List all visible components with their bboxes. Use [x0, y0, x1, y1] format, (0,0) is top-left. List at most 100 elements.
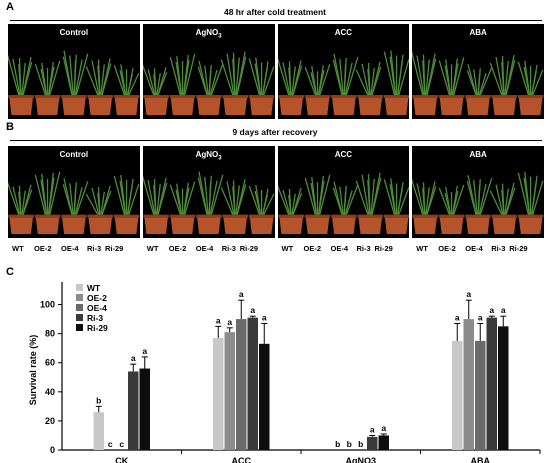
genotype-label: OE-2 — [438, 244, 456, 253]
y-tick-label: 0 — [50, 445, 55, 455]
bar-oe-4-acc — [236, 319, 247, 450]
legend-swatch — [76, 294, 83, 301]
potted-plant — [438, 184, 465, 234]
significance-letter: a — [370, 424, 375, 434]
genotype-label: OE-4 — [195, 244, 214, 253]
y-tick-label: 20 — [45, 416, 55, 426]
genotype-label-group: WT OE-2 OE-4 Ri-3 Ri-29 — [143, 244, 275, 256]
potted-plant — [113, 174, 140, 234]
significance-letter: a — [131, 353, 136, 363]
genotype-label: Ri-29 — [105, 244, 124, 253]
genotype-label: WT — [281, 244, 294, 253]
potted-plant — [330, 53, 358, 115]
potted-plant — [489, 182, 518, 234]
genotype-label: Ri-3 — [491, 244, 506, 253]
legend-label: Ri-29 — [87, 323, 108, 333]
plant-pots-illustration — [412, 171, 544, 234]
bar-wt-aba — [452, 340, 463, 450]
y-axis-label: Survival rate (%) — [28, 335, 38, 406]
bar-wt-ck — [93, 412, 104, 450]
potted-plant — [438, 57, 465, 115]
photo-treatment-label: Control — [59, 150, 89, 159]
legend-label: WT — [87, 283, 101, 293]
potted-plant — [85, 185, 113, 234]
bar-oe-2-aba — [463, 319, 474, 450]
legend-label: Ri-3 — [87, 313, 103, 323]
potted-plant — [220, 51, 248, 115]
bar-ri-3-aba — [486, 317, 497, 450]
bar-ri-29-acc — [259, 343, 270, 450]
bar-ri-29-ck — [139, 368, 150, 450]
potted-plant — [248, 57, 275, 115]
potted-plant — [169, 181, 196, 234]
significance-letter: b — [347, 439, 352, 449]
potted-plant — [355, 61, 383, 115]
significance-letter: a — [216, 315, 221, 325]
genotype-label: OE-4 — [61, 244, 79, 253]
potted-plant — [383, 50, 409, 115]
photo-b-aba: ABA — [412, 146, 544, 238]
potted-plant — [330, 181, 358, 234]
x-category-label: ACC — [232, 456, 252, 463]
potted-plant — [412, 178, 439, 234]
legend-label: OE-2 — [87, 293, 107, 303]
potted-plant — [195, 60, 224, 115]
bar-ri-3-acc — [247, 317, 258, 450]
genotype-label: WT — [146, 244, 159, 253]
potted-plant — [304, 64, 330, 115]
potted-plant — [8, 54, 34, 115]
significance-letter: a — [239, 289, 244, 299]
potted-plant — [34, 60, 61, 115]
potted-plant — [383, 178, 409, 234]
x-category-label: ABA — [471, 456, 491, 463]
photo-b-acc: ACC — [277, 146, 410, 238]
genotype-label: Ri-3 — [87, 244, 102, 253]
significance-letter: a — [455, 312, 460, 322]
genotype-label: Ri-29 — [374, 244, 393, 253]
genotype-label-group: WT OE-2 OE-4 Ri-3 Ri-29 — [412, 244, 544, 256]
genotype-label: OE-2 — [168, 244, 187, 253]
genotype-label: Ri-29 — [239, 244, 259, 253]
significance-letter: a — [381, 423, 386, 433]
photo-b-control: Control — [8, 146, 140, 238]
x-category-label: CK — [115, 456, 128, 463]
panel-a-title: 48 hr after cold treatment — [223, 7, 327, 17]
photo-treatment-label: AgNO3 — [195, 28, 222, 40]
potted-plant — [465, 174, 493, 234]
potted-plant — [248, 184, 275, 234]
bar-oe-2-acc — [224, 332, 235, 450]
significance-letter: a — [262, 312, 267, 322]
plant-pots-illustration — [8, 50, 140, 115]
y-tick-label: 40 — [45, 387, 55, 397]
significance-letter: a — [466, 289, 471, 299]
panel-c-letter: C — [6, 266, 14, 278]
plant-pots-illustration — [277, 50, 409, 115]
panel-a-photos: Control AgNO3 ACC ABA — [8, 24, 544, 119]
photo-treatment-label: ACC — [334, 28, 353, 37]
panel-a-rule — [10, 20, 542, 22]
x-category-label: AgNO3 — [345, 456, 376, 463]
genotype-label: OE-4 — [465, 244, 483, 253]
plant-pots-illustration — [277, 172, 409, 234]
y-tick-label: 80 — [45, 329, 55, 339]
genotype-label: OE-4 — [330, 244, 349, 253]
significance-letter: c — [119, 439, 124, 449]
panel-a-letter: A — [6, 1, 14, 13]
significance-letter: c — [108, 439, 113, 449]
photo-a-aba: ABA — [412, 24, 544, 119]
potted-plant — [195, 171, 224, 234]
genotype-label-group: WT OE-2 OE-4 Ri-3 Ri-29 — [278, 244, 410, 256]
potted-plant — [489, 54, 518, 115]
genotype-label: Ri-3 — [221, 244, 236, 253]
potted-plant — [277, 185, 304, 234]
significance-letter: b — [335, 439, 340, 449]
y-tick-label: 60 — [45, 358, 55, 368]
photo-treatment-label: AgNO3 — [195, 150, 222, 162]
panel-b-letter: B — [6, 121, 14, 133]
photo-treatment-label: ABA — [469, 28, 487, 37]
genotype-label-row: WT OE-2 OE-4 Ri-3 Ri-29 WT OE-2 OE-4 Ri-3 Ri-29 WT… — [8, 244, 544, 256]
potted-plant — [8, 181, 34, 234]
significance-letter: a — [227, 317, 232, 327]
genotype-label: OE-2 — [303, 244, 322, 253]
plant-pots-illustration — [142, 51, 275, 115]
